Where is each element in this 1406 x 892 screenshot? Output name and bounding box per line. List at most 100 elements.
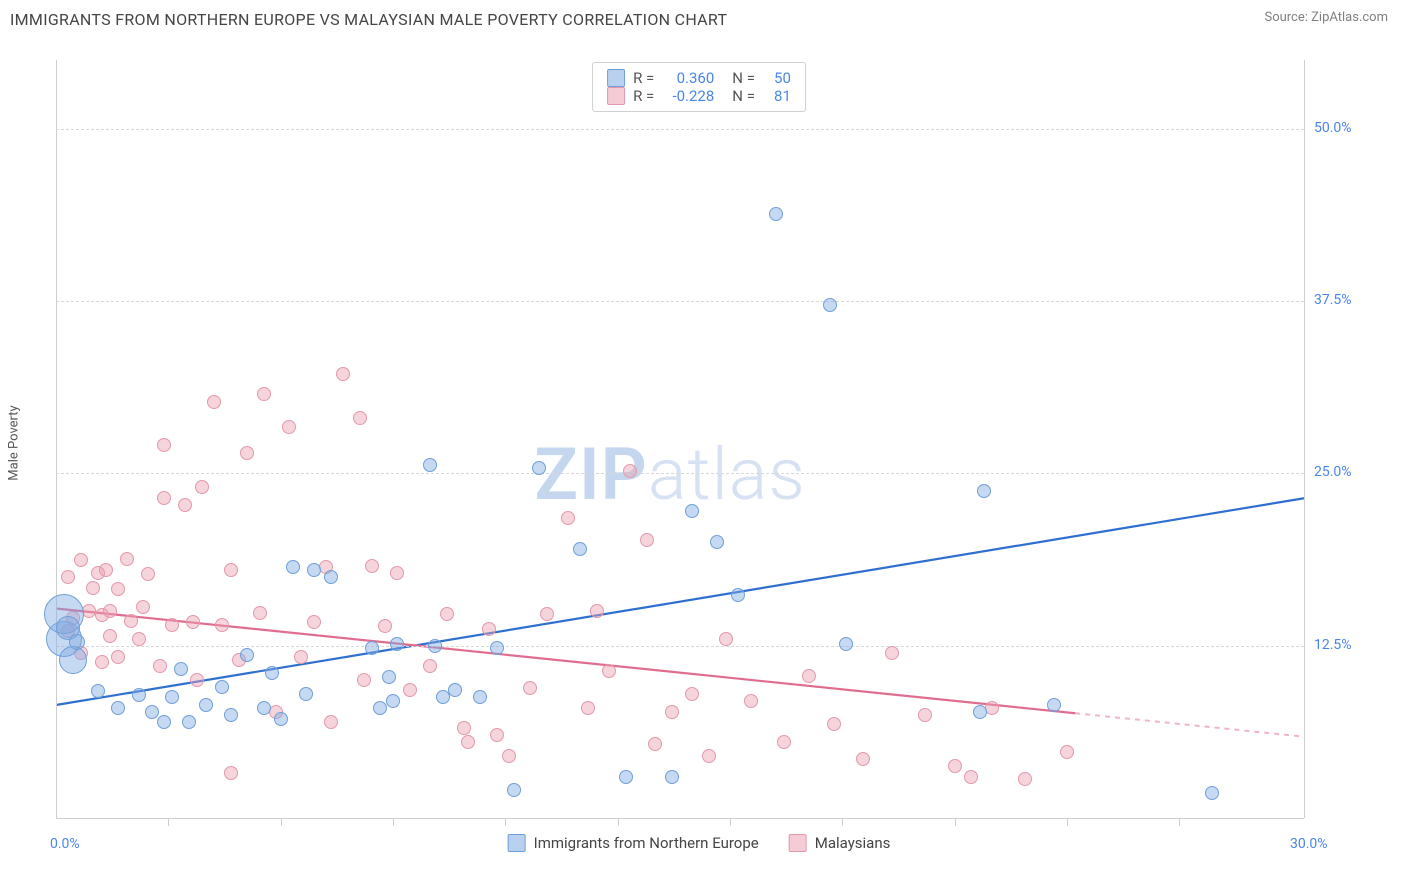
scatter-point-blue [165, 690, 179, 704]
scatter-point-pink [964, 770, 978, 784]
scatter-point-pink [336, 367, 350, 381]
grid-line [56, 129, 1304, 130]
scatter-point-blue [507, 783, 521, 797]
y-axis-right-line [1304, 60, 1305, 818]
plot-area: ZIPatlas R = 0.360 N = 50 R = -0.228 N =… [44, 48, 1354, 838]
scatter-point-blue [823, 298, 837, 312]
scatter-point-pink [207, 395, 221, 409]
scatter-point-pink [1060, 745, 1074, 759]
scatter-point-pink [802, 669, 816, 683]
scatter-point-pink [190, 673, 204, 687]
scatter-point-pink [294, 650, 308, 664]
trend-line-blue [56, 498, 1304, 705]
scatter-point-blue [710, 535, 724, 549]
y-tick-label: 12.5% [1314, 637, 1352, 653]
scatter-point-pink [365, 559, 379, 573]
legend-swatch-blue [607, 69, 625, 87]
x-minor-tick [1179, 818, 1180, 826]
scatter-point-pink [240, 446, 254, 460]
scatter-point-blue [240, 648, 254, 662]
scatter-point-pink [561, 511, 575, 525]
scatter-point-pink [581, 701, 595, 715]
scatter-point-pink [490, 728, 504, 742]
trend-line-dash-pink [1075, 713, 1304, 736]
x-minor-tick [281, 818, 282, 826]
trend-lines-svg [44, 48, 1354, 838]
scatter-point-pink [719, 632, 733, 646]
scatter-point-blue [573, 542, 587, 556]
x-minor-tick [618, 818, 619, 826]
r-label: R = [633, 69, 654, 87]
series-legend-label: Immigrants from Northern Europe [534, 834, 759, 852]
scatter-point-pink [103, 629, 117, 643]
n-label: N = [732, 87, 755, 105]
scatter-point-pink [827, 717, 841, 731]
scatter-point-pink [461, 735, 475, 749]
scatter-point-pink [120, 552, 134, 566]
scatter-point-pink [623, 464, 637, 478]
scatter-point-pink [124, 614, 138, 628]
scatter-point-blue [1205, 786, 1219, 800]
scatter-point-pink [357, 673, 371, 687]
scatter-point-blue [111, 701, 125, 715]
n-label: N = [732, 69, 755, 87]
scatter-point-blue [324, 570, 338, 584]
scatter-point-blue [224, 708, 238, 722]
y-tick-label: 50.0% [1314, 120, 1352, 136]
n-value-blue: 50 [763, 69, 791, 87]
grid-line [56, 646, 1304, 647]
scatter-point-blue [731, 588, 745, 602]
scatter-point-pink [403, 683, 417, 697]
x-axis-line [56, 818, 1304, 819]
x-minor-tick [505, 818, 506, 826]
scatter-point-pink [744, 694, 758, 708]
correlation-legend-row-blue: R = 0.360 N = 50 [607, 69, 791, 87]
scatter-point-pink [157, 438, 171, 452]
scatter-point-blue [274, 712, 288, 726]
scatter-point-blue [973, 705, 987, 719]
correlation-legend: R = 0.360 N = 50 R = -0.228 N = 81 [592, 62, 806, 112]
chart-header: IMMIGRANTS FROM NORTHERN EUROPE VS MALAY… [0, 0, 1406, 35]
chart-title: IMMIGRANTS FROM NORTHERN EUROPE VS MALAY… [10, 10, 727, 29]
scatter-point-blue [619, 770, 633, 784]
x-minor-tick [168, 818, 169, 826]
scatter-point-blue [685, 504, 699, 518]
scatter-point-pink [885, 646, 899, 660]
x-tick-label: 30.0% [1290, 836, 1328, 852]
x-minor-tick [730, 818, 731, 826]
scatter-point-pink [702, 749, 716, 763]
correlation-legend-row-pink: R = -0.228 N = 81 [607, 87, 791, 105]
scatter-point-blue [286, 560, 300, 574]
scatter-point-pink [378, 619, 392, 633]
scatter-point-blue [386, 694, 400, 708]
scatter-point-blue [977, 484, 991, 498]
scatter-point-pink [253, 606, 267, 620]
watermark-atlas: atlas [648, 432, 806, 517]
trend-line-pink [56, 609, 1075, 714]
scatter-point-blue [59, 646, 87, 674]
x-tick-label: 0.0% [50, 836, 80, 852]
scatter-point-blue [473, 690, 487, 704]
x-minor-tick [842, 818, 843, 826]
n-value-pink: 81 [763, 87, 791, 105]
scatter-point-blue [299, 687, 313, 701]
x-minor-tick [955, 818, 956, 826]
scatter-point-pink [482, 622, 496, 636]
scatter-point-blue [265, 666, 279, 680]
scatter-point-blue [490, 641, 504, 655]
scatter-point-pink [111, 650, 125, 664]
scatter-point-pink [215, 618, 229, 632]
scatter-point-pink [178, 498, 192, 512]
scatter-point-pink [948, 759, 962, 773]
source-attribution: Source: ZipAtlas.com [1264, 10, 1388, 25]
scatter-point-pink [111, 582, 125, 596]
scatter-point-pink [132, 632, 146, 646]
series-legend: Immigrants from Northern Europe Malaysian… [508, 834, 891, 852]
scatter-point-pink [224, 563, 238, 577]
scatter-point-blue [1047, 698, 1061, 712]
scatter-point-pink [457, 721, 471, 735]
scatter-point-pink [99, 563, 113, 577]
grid-line [56, 473, 1304, 474]
series-legend-item: Malaysians [789, 834, 891, 852]
scatter-point-blue [182, 715, 196, 729]
